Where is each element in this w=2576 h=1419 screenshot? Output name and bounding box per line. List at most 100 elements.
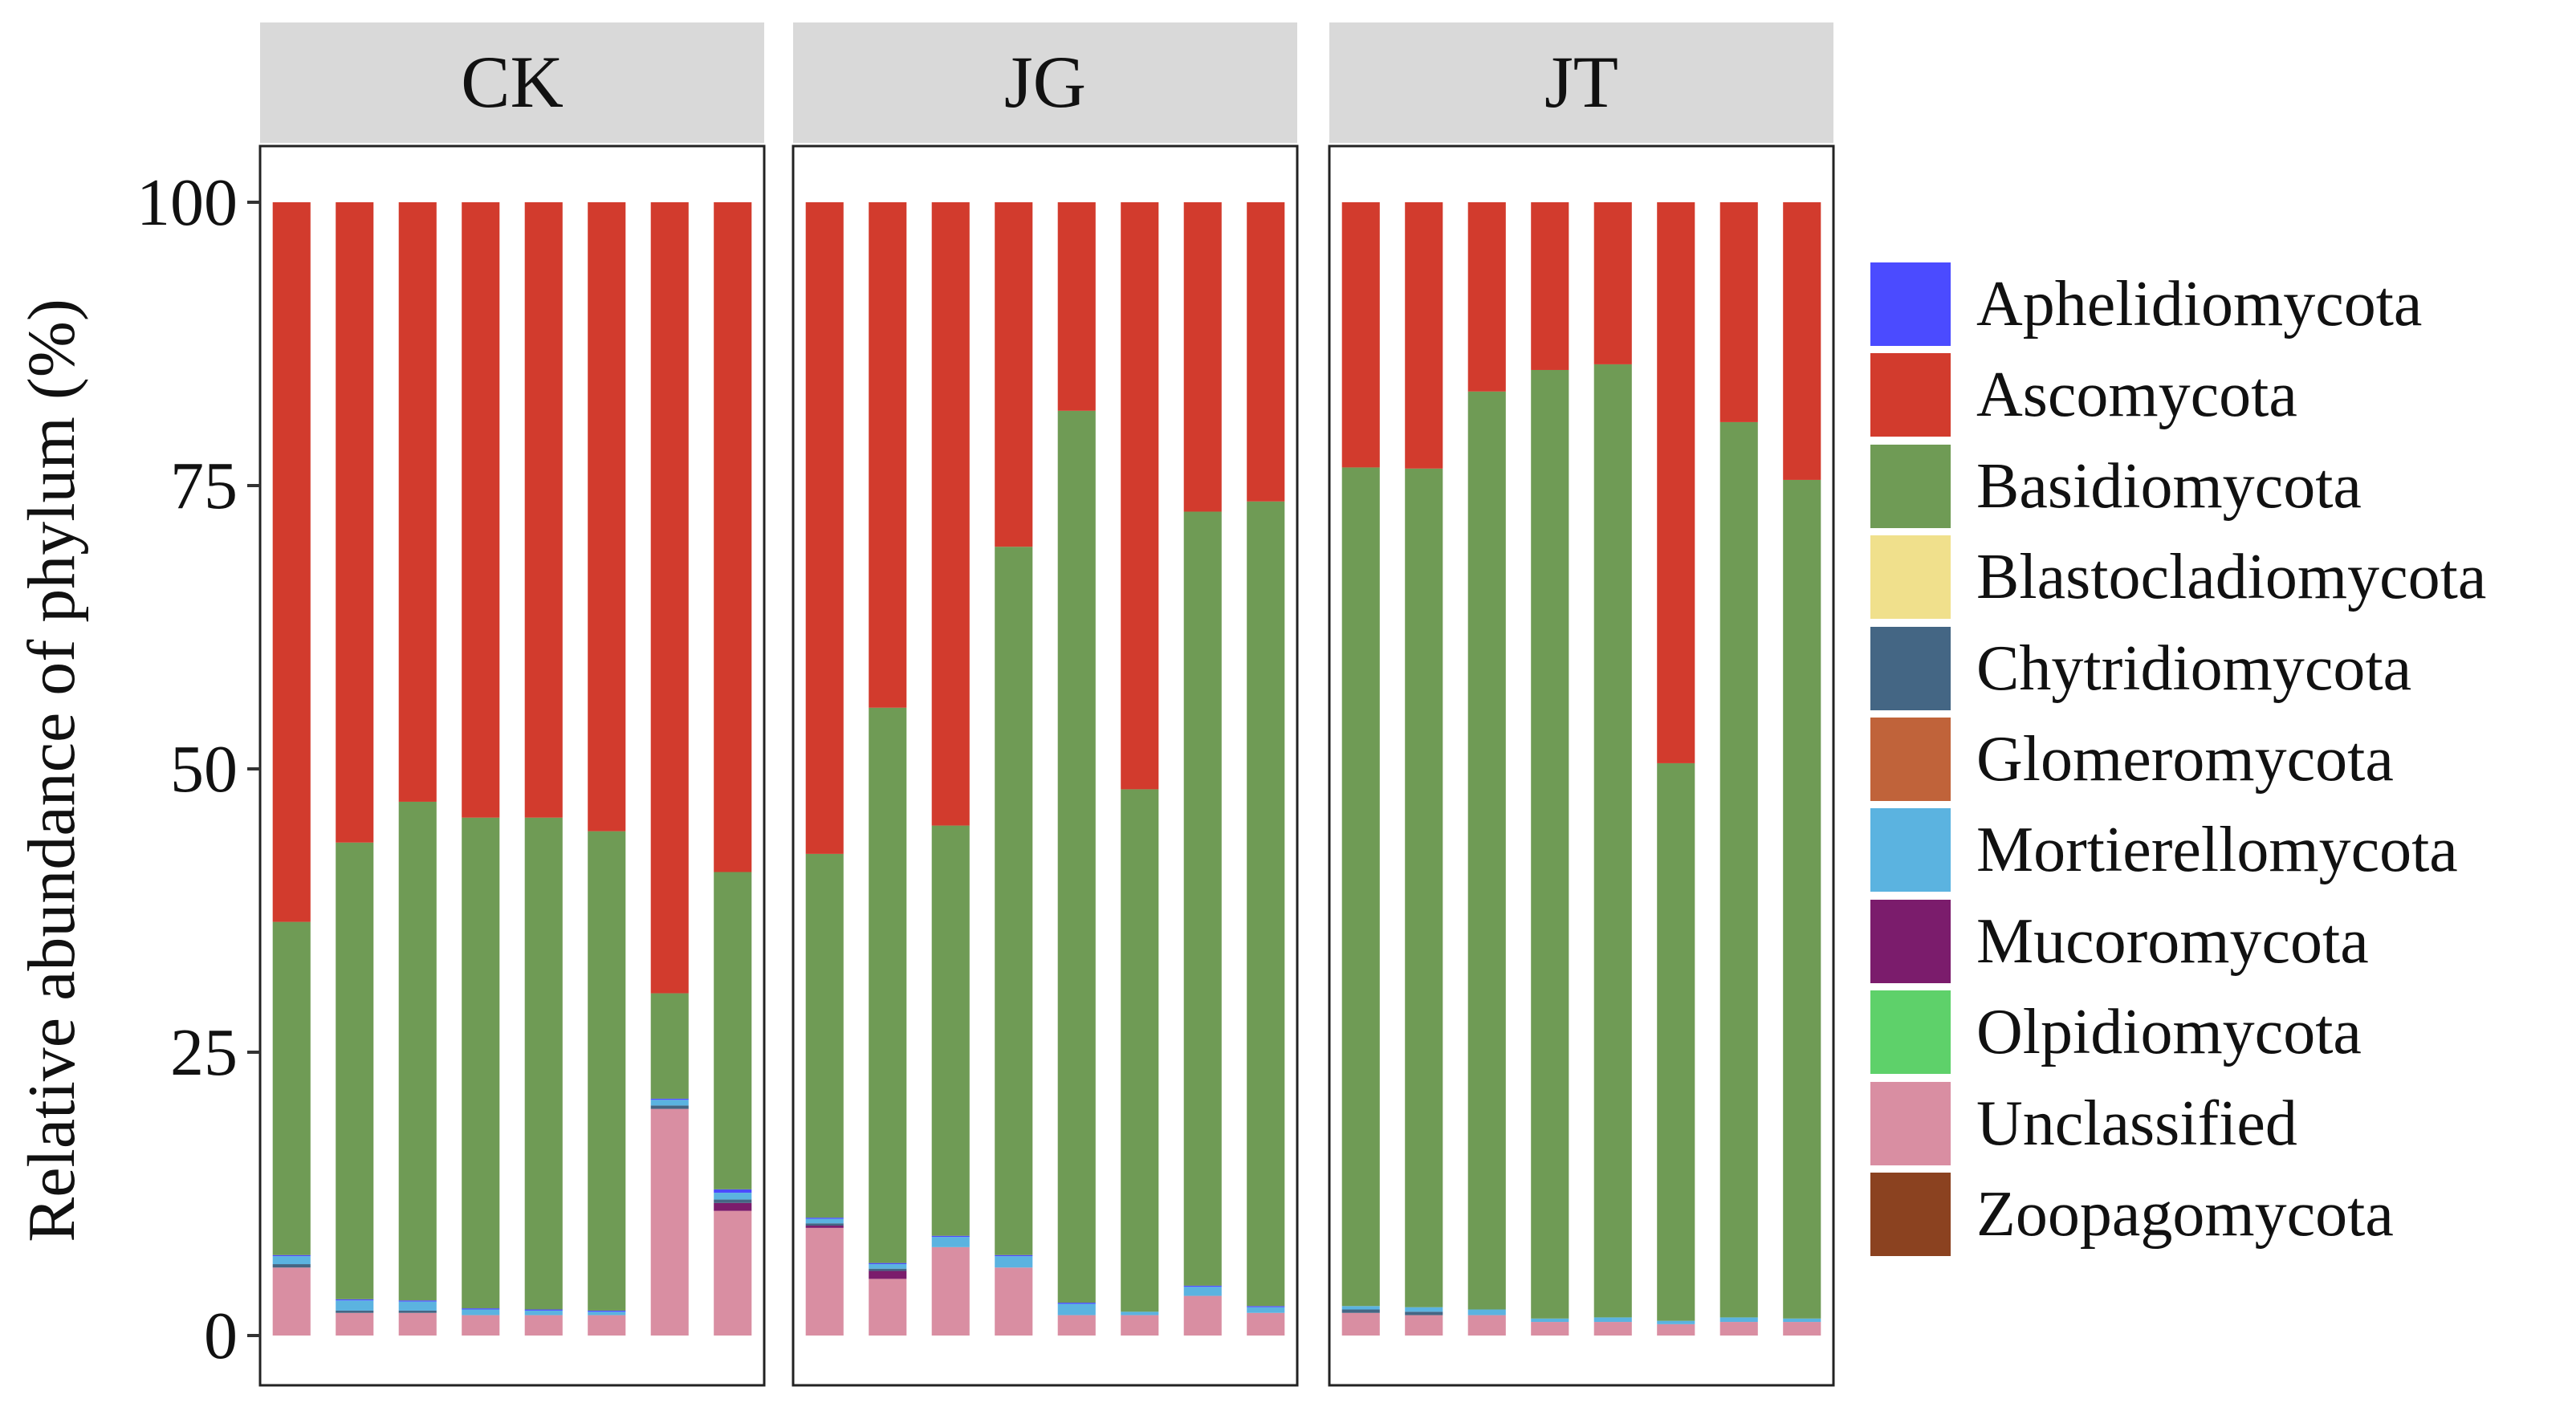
bar-segment-chytridiomycota [805,1223,844,1226]
bar-segment-aphelidiomycota [336,1299,374,1301]
bar-segment-mortierellomycota [1783,1318,1821,1323]
facet-panel-border [1328,144,1835,1387]
facet-ck: CK [258,22,766,1387]
bar-segment-basidiomycota [588,831,626,1311]
bar-segment-mortierellomycota [869,1264,907,1269]
legend-item: Ascomycota [1870,350,2569,441]
bar-segment-aphelidiomycota [869,1262,907,1265]
facet-strip [1329,22,1833,143]
legend: Aphelidiomycota Ascomycota Basidiomycota Bl… [1870,259,2569,1260]
bar-segment-unclassified [650,1108,689,1336]
bar-segment-mucoromycota [714,1202,752,1211]
bar-segment-aphelidiomycota [524,1309,563,1311]
bar-segment-chytridiomycota [398,1310,437,1313]
y-axis-title: Relative abundance of phylum (%) [14,299,89,1242]
bar-segment-mortierellomycota [1405,1307,1443,1312]
bar-segment-mortierellomycota [524,1310,563,1315]
legend-item: Aphelidiomycota [1870,259,2569,350]
y-tick-label: 25 [170,1015,238,1090]
bar-segment-ascomycota [1593,202,1632,364]
bar-segment-mortierellomycota [272,1256,311,1265]
bar-segment-aphelidiomycota [1247,1306,1285,1307]
bar-segment-aphelidiomycota [1183,1285,1222,1287]
legend-swatch [1870,1172,1951,1256]
legend-swatch [1870,626,1951,710]
bar-segment-mortierellomycota [931,1237,970,1247]
bar-segment-unclassified [588,1315,626,1336]
bar-segment-unclassified [1531,1322,1569,1336]
legend-item: Glomeromycota [1870,714,2569,805]
bar-segment-chytridiomycota [1341,1309,1380,1313]
bar-segment-basidiomycota [1467,391,1506,1310]
bar-segment-unclassified [869,1279,907,1336]
legend-swatch [1870,1081,1951,1165]
bar-segment-basidiomycota [1121,789,1159,1312]
legend-item: Mortierellomycota [1870,805,2569,896]
bar-segment-mortierellomycota [398,1301,437,1311]
bar-segment-ascomycota [524,202,563,818]
bar-segment-ascomycota [588,202,626,831]
legend-label: Blastocladiomycota [1976,542,2487,613]
bar-segment-unclassified [1405,1315,1443,1336]
bar-segment-ascomycota [650,202,689,994]
legend-item: Unclassified [1870,1079,2569,1169]
bar-segment-aphelidiomycota [272,1254,311,1257]
facet-label: JG [1004,41,1086,123]
bar-segment-ascomycota [1467,202,1506,392]
facet-label: CK [461,41,564,123]
bar-segment-unclassified [1341,1312,1380,1336]
bar-segment-unclassified [1657,1323,1695,1336]
bar-segment-chytridiomycota [272,1264,311,1268]
bar-segment-mortierellomycota [1247,1307,1285,1313]
bar-segment-basidiomycota [1405,468,1443,1307]
bar-segment-unclassified [1719,1322,1758,1336]
facet-strip [793,22,1297,143]
legend-label: Mucoromycota [1976,905,2369,977]
bar-segment-unclassified [1121,1315,1159,1336]
bar-segment-ascomycota [1531,202,1569,370]
bar-segment-unclassified [995,1267,1033,1336]
bar-segment-unclassified [931,1246,970,1336]
bar-segment-mortierellomycota [336,1300,374,1311]
legend-label: Mortierellomycota [1976,815,2458,886]
bar-segment-mortierellomycota [1593,1317,1632,1323]
bar-segment-aphelidiomycota [995,1254,1033,1257]
bar-segment-aphelidiomycota [714,1189,752,1193]
facet-panel-border [792,144,1299,1387]
bar-segment-chytridiomycota [1405,1311,1443,1315]
legend-item: Olpidiomycota [1870,987,2569,1078]
bar-segment-basidiomycota [650,993,689,1099]
facet-jt: JT [1328,22,1835,1387]
legend-swatch [1870,262,1951,346]
legend-item: Mucoromycota [1870,897,2569,987]
legend-label: Aphelidiomycota [1976,269,2423,340]
bar-segment-unclassified [398,1312,437,1336]
y-tick-label: 50 [170,732,238,807]
bar-segment-basidiomycota [1719,421,1758,1318]
bar-segment-ascomycota [869,202,907,708]
bar-segment-basidiomycota [995,547,1033,1255]
bar-segment-basidiomycota [1593,364,1632,1318]
bar-segment-basidiomycota [336,842,374,1299]
bar-segment-mortierellomycota [650,1100,689,1106]
y-tick-label: 75 [170,449,238,523]
bar-segment-unclassified [805,1227,844,1336]
bar-segment-unclassified [462,1315,500,1336]
bar-segment-basidiomycota [931,825,970,1236]
bar-segment-ascomycota [805,202,844,854]
bar-segment-ascomycota [398,202,437,802]
bar-segment-unclassified [272,1267,311,1336]
bar-segment-unclassified [714,1210,752,1336]
legend-swatch [1870,990,1951,1075]
bar-segment-basidiomycota [524,817,563,1310]
legend-item: Zoopagomycota [1870,1169,2569,1260]
facet-label: JT [1544,41,1618,123]
bar-segment-mortierellomycota [588,1311,626,1315]
legend-label: Zoopagomycota [1976,1178,2394,1250]
bar-segment-basidiomycota [714,872,752,1189]
bar-segment-chytridiomycota [336,1310,374,1313]
bar-segment-ascomycota [931,202,970,826]
bar-segment-aphelidiomycota [931,1235,970,1238]
bar-segment-ascomycota [1719,202,1758,422]
